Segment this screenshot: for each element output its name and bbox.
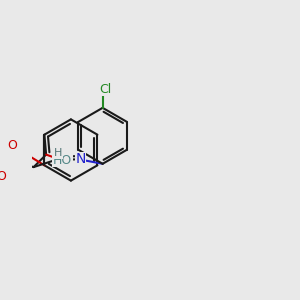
Text: HO: HO <box>52 154 72 166</box>
Text: H: H <box>54 148 62 158</box>
Text: O: O <box>0 170 6 183</box>
Text: N: N <box>75 152 85 167</box>
Text: O: O <box>7 139 17 152</box>
Text: Cl: Cl <box>100 83 112 96</box>
